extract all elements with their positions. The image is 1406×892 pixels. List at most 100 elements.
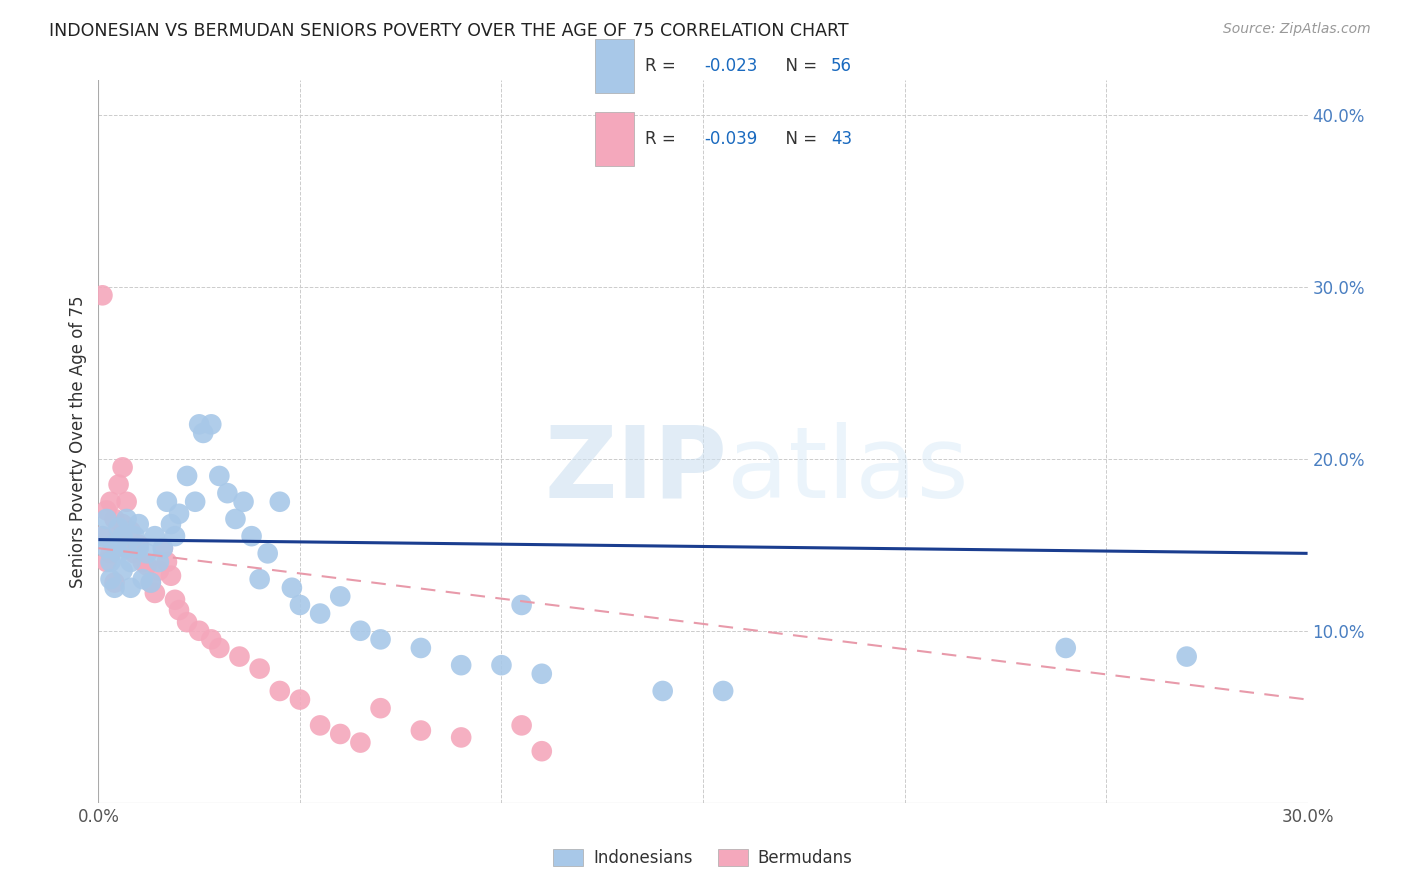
Point <box>96 503 118 517</box>
Point <box>100 555 122 569</box>
Point <box>510 718 533 732</box>
Point <box>135 558 157 573</box>
Point <box>329 727 352 741</box>
Point <box>96 555 118 569</box>
Point <box>111 564 134 578</box>
Point <box>269 684 291 698</box>
Point <box>224 512 246 526</box>
Point <box>450 731 472 745</box>
Point <box>124 546 146 560</box>
Point <box>111 460 134 475</box>
Point <box>111 517 134 532</box>
Point <box>349 624 371 638</box>
Point <box>249 662 271 676</box>
Point <box>288 692 311 706</box>
Point <box>143 529 166 543</box>
Point <box>128 517 150 532</box>
Point <box>193 425 215 440</box>
Point <box>115 512 138 526</box>
Text: ZIP: ZIP <box>544 422 727 519</box>
Point <box>651 684 673 698</box>
Point <box>530 666 553 681</box>
Legend: Indonesians, Bermudans: Indonesians, Bermudans <box>547 842 859 874</box>
Point <box>115 494 138 508</box>
Point <box>309 718 332 732</box>
Point <box>510 598 533 612</box>
Point <box>128 538 150 552</box>
Point <box>208 469 231 483</box>
FancyBboxPatch shape <box>595 39 634 94</box>
Point <box>120 581 142 595</box>
Text: N =: N = <box>775 130 823 148</box>
Point <box>160 517 183 532</box>
Point <box>208 640 231 655</box>
Point <box>115 541 138 556</box>
Point <box>103 581 125 595</box>
Point <box>100 572 122 586</box>
Point <box>91 529 114 543</box>
Point <box>1175 649 1198 664</box>
Point <box>167 603 190 617</box>
Point <box>530 744 553 758</box>
Point <box>160 568 183 582</box>
Point <box>156 494 179 508</box>
Point <box>139 575 162 590</box>
Point <box>96 541 118 556</box>
Point <box>176 469 198 483</box>
Point <box>152 541 174 556</box>
Point <box>100 494 122 508</box>
Text: -0.023: -0.023 <box>704 57 758 75</box>
Text: -0.039: -0.039 <box>704 130 758 148</box>
Point <box>152 541 174 556</box>
Point <box>107 524 129 538</box>
Point <box>232 494 254 508</box>
Point <box>167 507 190 521</box>
Point <box>370 632 392 647</box>
Y-axis label: Seniors Poverty Over the Age of 75: Seniors Poverty Over the Age of 75 <box>69 295 87 588</box>
Point <box>124 529 146 543</box>
Point <box>269 494 291 508</box>
Point <box>100 546 122 560</box>
Point <box>103 575 125 590</box>
Point <box>409 640 432 655</box>
Point <box>370 701 392 715</box>
Point <box>120 524 142 538</box>
Point <box>200 417 222 432</box>
Point <box>249 572 271 586</box>
Point <box>491 658 513 673</box>
Point <box>309 607 332 621</box>
Point <box>450 658 472 673</box>
Point <box>96 512 118 526</box>
Point <box>188 417 211 432</box>
Point <box>103 538 125 552</box>
Text: atlas: atlas <box>727 422 969 519</box>
Point <box>163 529 186 543</box>
Point <box>143 586 166 600</box>
Text: INDONESIAN VS BERMUDAN SENIORS POVERTY OVER THE AGE OF 75 CORRELATION CHART: INDONESIAN VS BERMUDAN SENIORS POVERTY O… <box>49 22 849 40</box>
Text: R =: R = <box>645 57 682 75</box>
Text: Source: ZipAtlas.com: Source: ZipAtlas.com <box>1223 22 1371 37</box>
Point <box>188 624 211 638</box>
Point <box>176 615 198 630</box>
FancyBboxPatch shape <box>595 112 634 166</box>
Point <box>148 555 170 569</box>
Point <box>156 555 179 569</box>
Point <box>132 555 155 569</box>
Point <box>349 735 371 749</box>
Point <box>111 529 134 543</box>
Text: 43: 43 <box>831 130 852 148</box>
Point <box>128 541 150 556</box>
Point <box>256 546 278 560</box>
Point <box>163 592 186 607</box>
Point <box>240 529 263 543</box>
Text: N =: N = <box>775 57 823 75</box>
Point <box>135 546 157 560</box>
Point <box>148 564 170 578</box>
Point <box>200 632 222 647</box>
Text: R =: R = <box>645 130 682 148</box>
Point <box>120 555 142 569</box>
Point <box>409 723 432 738</box>
Point <box>91 288 114 302</box>
Point <box>103 512 125 526</box>
Point <box>184 494 207 508</box>
